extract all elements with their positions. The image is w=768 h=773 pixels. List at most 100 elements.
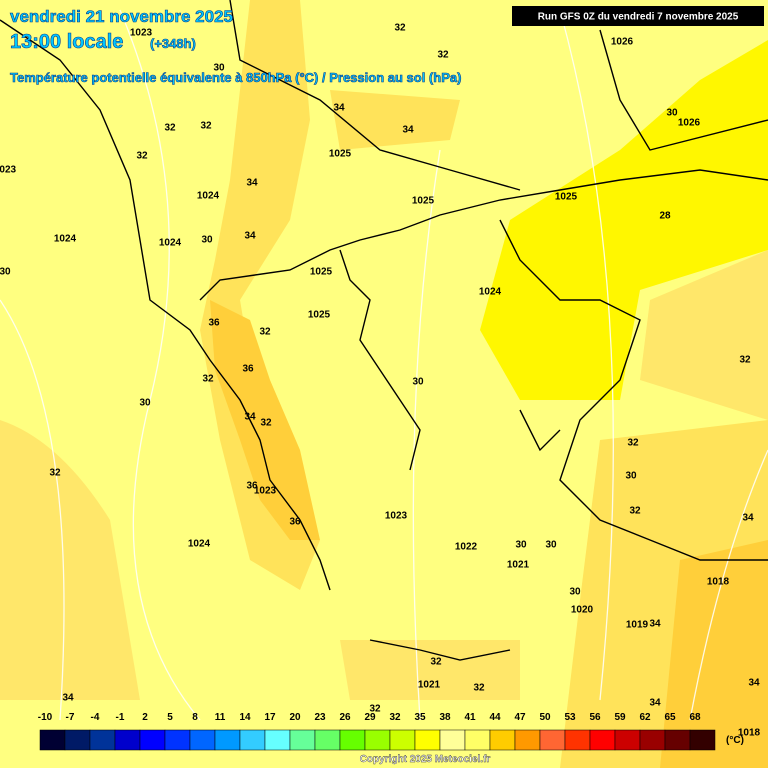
colorbar-tick-label: 26 (339, 712, 351, 723)
pressure-temp-label: 36 (289, 517, 301, 528)
pressure-temp-label: 34 (402, 125, 414, 136)
pressure-temp-label: 30 (139, 398, 151, 409)
color-swatch (514, 729, 541, 751)
pressure-temp-label: 36 (208, 318, 220, 329)
colorbar-tick-label: -4 (91, 712, 100, 723)
colorbar-tick-label: 32 (389, 712, 401, 723)
pressure-temp-label: 1021 (418, 680, 441, 691)
pressure-temp-label: 34 (742, 513, 754, 524)
color-swatch (289, 729, 316, 751)
pressure-temp-label: 1023 (0, 165, 17, 176)
run-box (512, 6, 764, 26)
pressure-temp-label: 34 (333, 103, 345, 114)
colorbar-tick-label: 29 (364, 712, 376, 723)
colorbar-tick-label: 65 (664, 712, 676, 723)
colorbar-tick-label: -1 (116, 712, 125, 723)
pressure-temp-label: 1021 (507, 560, 530, 571)
warm-zone (640, 250, 768, 420)
parameter: Température potentielle équivalente à 85… (10, 70, 461, 85)
pressure-temp-label: 1025 (412, 196, 435, 207)
pressure-temp-label: 32 (202, 374, 214, 385)
color-swatch (39, 729, 66, 751)
pressure-temp-label: 28 (659, 211, 671, 222)
color-swatch (64, 729, 91, 751)
cool-zone (480, 40, 768, 400)
colorbar-tick-label: 68 (689, 712, 701, 723)
pressure-temp-label: 36 (242, 364, 254, 375)
color-swatch (689, 729, 716, 751)
pressure-temp-label: 1025 (310, 267, 333, 278)
color-swatch (339, 729, 366, 751)
pressure-temp-label: 1023 (254, 486, 277, 497)
color-swatch (214, 729, 241, 751)
local-time: 13:00 locale (10, 31, 123, 53)
colorbar-tick-label: 23 (314, 712, 326, 723)
colorbar-tick-label: 17 (264, 712, 276, 723)
colorbar-tick-label: 35 (414, 712, 426, 723)
colorbar-tick-label: -7 (66, 712, 75, 723)
colorbar-tick-label: 53 (564, 712, 576, 723)
pressure-temp-label: 1024 (479, 287, 502, 298)
color-swatch (114, 729, 141, 751)
color-swatch (589, 729, 616, 751)
pressure-temp-label: 30 (515, 540, 527, 551)
run-info: Run GFS 0Z du vendredi 7 novembre 2025 (538, 12, 739, 23)
pressure-temp-label: 34 (62, 693, 74, 704)
pressure-temp-label: 32 (739, 355, 751, 366)
color-swatch (664, 729, 691, 751)
colorbar-tick-label: -10 (38, 712, 53, 723)
pressure-temp-label: 32 (437, 50, 449, 61)
colorbar-tick-label: 41 (464, 712, 476, 723)
date: vendredi 21 novembre 2025 (10, 7, 233, 26)
pressure-temp-label: 32 (259, 327, 271, 338)
pressure-temp-label: 30 (666, 108, 678, 119)
unit: (°C) (726, 735, 744, 746)
colorbar-tick-label: 11 (215, 712, 226, 723)
pressure-temp-label: 1025 (329, 149, 352, 160)
pressure-temp-label: 1025 (308, 310, 331, 321)
pressure-temp-label: 1026 (678, 118, 701, 129)
warm-zone (200, 0, 320, 590)
copyright: Copyright 2025 Meteociel.fr (360, 754, 491, 765)
colorbar-tick-label: 56 (589, 712, 601, 723)
pressure-temp-label: 30 (625, 471, 637, 482)
pressure-temp-label: 32 (473, 683, 485, 694)
colorbar-tick-label: 62 (639, 712, 651, 723)
pressure-temp-label: 34 (246, 178, 258, 189)
color-swatch (89, 729, 116, 751)
pressure-temp-label: 30 (0, 267, 11, 278)
pressure-temp-label: 32 (369, 704, 381, 715)
pressure-temp-label: 32 (394, 23, 406, 34)
warm-core (210, 300, 320, 540)
colorbar-tick-label: 44 (489, 712, 501, 723)
pressure-temp-label: 30 (213, 63, 225, 74)
isobar (0, 9, 768, 721)
pressure-temp-label: 32 (627, 438, 639, 449)
pressure-temp-label: 34 (244, 412, 256, 423)
pressure-temp-label: 1024 (54, 234, 77, 245)
pressure-temp-label: 1018 (738, 728, 761, 739)
colorbar-tick-label: 20 (289, 712, 301, 723)
pressure-temp-label: 30 (412, 377, 424, 388)
pressure-temp-label: 1025 (555, 192, 578, 203)
pressure-temp-label: 32 (49, 468, 61, 479)
color-swatch (314, 729, 341, 751)
pressure-temp-label: 30 (201, 235, 213, 246)
color-swatch (414, 729, 441, 751)
colorbar-tick-label: 47 (514, 712, 526, 723)
pressure-temp-label: 1019 (626, 620, 649, 631)
color-swatch (164, 729, 191, 751)
colorbar-tick-label: 38 (439, 712, 451, 723)
colorbar-tick-label: 14 (239, 712, 251, 723)
colorbar-tick-label: 8 (192, 712, 198, 723)
coastline (0, 0, 768, 661)
pressure-temp-label: 34 (748, 678, 760, 689)
color-swatch (639, 729, 666, 751)
color-swatch (139, 729, 166, 751)
pressure-temp-label: 30 (545, 540, 557, 551)
pressure-temp-label: 1024 (159, 238, 182, 249)
lead-time: (+348h) (150, 36, 196, 51)
pressure-temp-label: 32 (136, 151, 148, 162)
pressure-temp-label: 1018 (707, 577, 730, 588)
pressure-temp-label: 32 (430, 657, 442, 668)
